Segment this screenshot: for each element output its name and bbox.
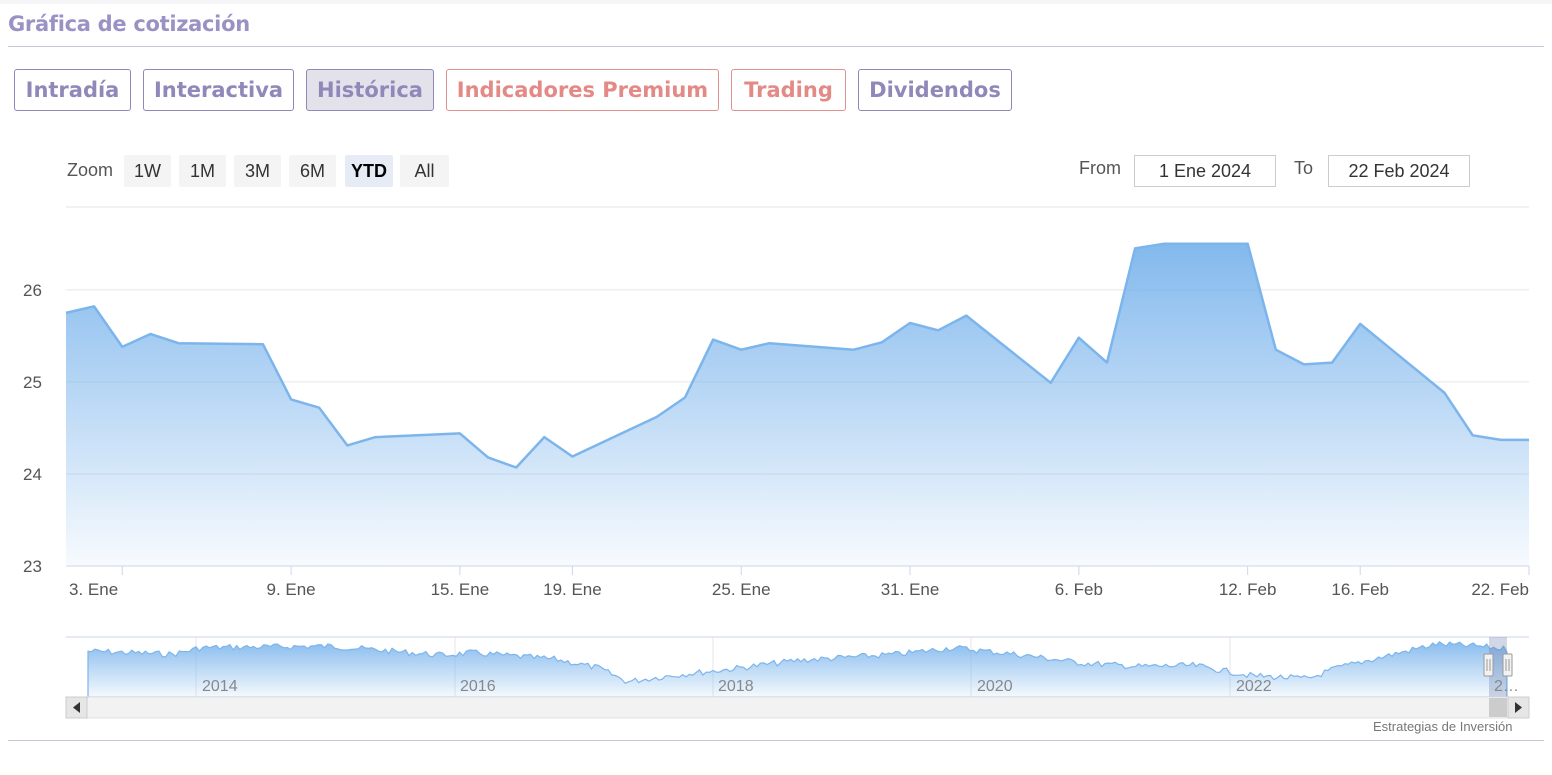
tab-historica[interactable]: Histórica: [306, 69, 434, 111]
scroll-right-button[interactable]: [1507, 696, 1530, 719]
from-date-input[interactable]: 1 Ene 2024: [1134, 155, 1276, 187]
page-title: Gráfica de cotización: [8, 12, 250, 36]
to-date-input[interactable]: 22 Feb 2024: [1328, 155, 1470, 187]
x-tick-label: 31. Ene: [881, 580, 940, 599]
navigator-year-label: 2020: [977, 678, 1013, 695]
zoom-ytd-button[interactable]: YTD: [345, 155, 393, 187]
zoom-1m-button[interactable]: 1M: [179, 155, 226, 187]
top-divider: [0, 0, 1552, 4]
title-divider: [8, 46, 1544, 47]
x-tick-label: 6. Feb: [1055, 580, 1103, 599]
scrollbar-thumb[interactable]: [1489, 698, 1507, 717]
grid-lines: [66, 206, 1529, 475]
navigator-year-label: 2018: [718, 678, 754, 695]
arrow-right-icon: [1515, 702, 1522, 713]
price-line: [65, 242, 1529, 469]
tab-intradia[interactable]: Intradía: [14, 69, 131, 111]
bottom-divider: [8, 740, 1544, 741]
x-tick-label: 19. Ene: [543, 580, 602, 599]
zoom-1w-button[interactable]: 1W: [124, 155, 171, 187]
navigator-year-label: 2…: [1494, 678, 1519, 695]
x-tick-label: 15. Ene: [431, 580, 490, 599]
navigator-year-label: 2016: [460, 678, 496, 695]
chart-credit[interactable]: Estrategias de Inversión: [1373, 719, 1513, 734]
x-tick-label: 22. Feb: [1471, 580, 1529, 599]
from-label: From: [1079, 158, 1121, 178]
y-tick-label: 26: [23, 281, 42, 300]
navigator-scrollbar[interactable]: [65, 696, 1530, 719]
price-area: [66, 243, 1529, 567]
navigator-year-label: 2014: [202, 678, 238, 695]
x-tick-label: 12. Feb: [1219, 580, 1277, 599]
x-tick-label: 9. Ene: [266, 580, 315, 599]
zoom-6m-button[interactable]: 6M: [289, 155, 336, 187]
x-axis: 3. Ene 9. Ene 15. Ene 19. Ene 25. Ene 31. Ene…: [66, 565, 1530, 599]
tab-interactiva[interactable]: Interactiva: [143, 69, 294, 111]
y-axis: 23 24 25 26: [23, 281, 42, 576]
arrow-left-icon: [73, 702, 80, 713]
y-tick-label: 23: [23, 557, 42, 576]
navigator-year-label: 2022: [1236, 678, 1272, 695]
navigator-right-handle[interactable]: [1502, 653, 1513, 677]
tab-trading[interactable]: Trading: [731, 69, 846, 111]
x-tick-label: 3. Ene: [69, 580, 118, 599]
scrollbar-track[interactable]: [65, 696, 1530, 719]
scroll-left-button[interactable]: [65, 696, 88, 719]
tab-dividendos[interactable]: Dividendos: [858, 69, 1012, 111]
zoom-all-button[interactable]: All: [400, 155, 449, 187]
x-tick-label: 16. Feb: [1331, 580, 1389, 599]
navigator-series: [87, 641, 1508, 698]
price-series: [65, 242, 1529, 567]
y-tick-label: 24: [23, 465, 42, 484]
zoom-3m-button[interactable]: 3M: [234, 155, 281, 187]
y-tick-label: 25: [23, 373, 42, 392]
tab-indicadores-premium[interactable]: Indicadores Premium: [446, 69, 719, 111]
zoom-label: Zoom: [67, 160, 114, 180]
x-tick-label: 25. Ene: [712, 580, 771, 599]
to-label: To: [1294, 158, 1314, 178]
navigator-left-handle[interactable]: [1483, 653, 1494, 677]
navigator-selection[interactable]: [1489, 637, 1507, 697]
navigator[interactable]: 2014 2016 2018 2020 2022 2…: [66, 636, 1529, 698]
